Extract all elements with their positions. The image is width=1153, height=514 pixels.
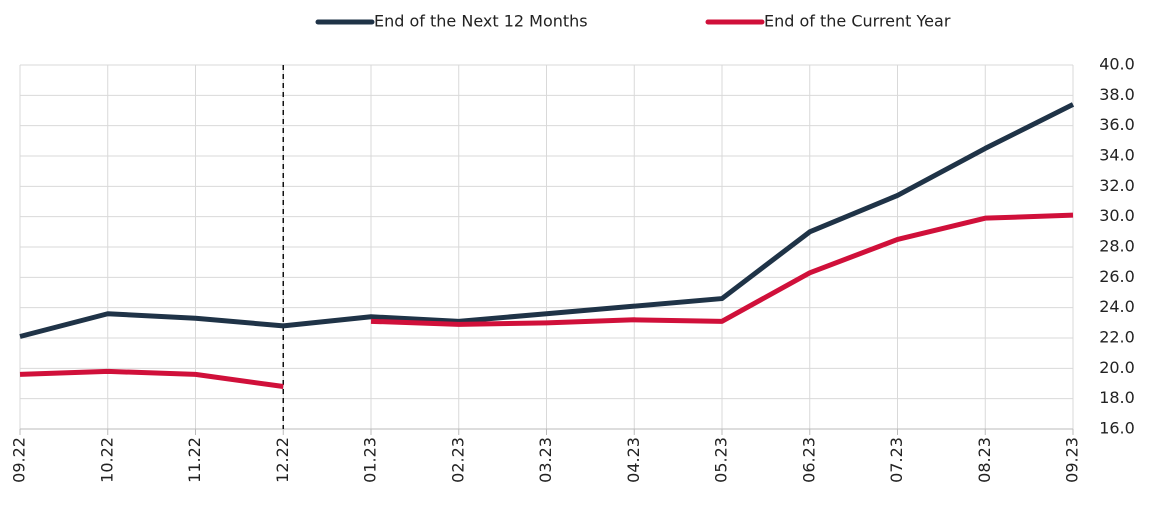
y-tick-label: 18.0 — [1099, 388, 1135, 407]
series-line — [370, 212, 1074, 327]
x-tick-label: 10.22 — [97, 437, 116, 483]
x-tick-label: 04.23 — [624, 437, 643, 483]
x-tick-label: 12.22 — [273, 437, 292, 483]
series-line — [19, 368, 284, 390]
y-tick-label: 20.0 — [1099, 358, 1135, 377]
y-tick-label: 28.0 — [1099, 237, 1135, 256]
y-tick-label: 24.0 — [1099, 297, 1135, 316]
x-tick-label: 02.23 — [448, 437, 467, 483]
series-line — [19, 102, 1075, 339]
x-tick-label: 06.23 — [799, 437, 818, 483]
x-tick-label: 09.22 — [10, 437, 29, 483]
x-tick-label: 07.23 — [887, 437, 906, 483]
y-tick-label: 32.0 — [1099, 176, 1135, 195]
y-tick-label: 38.0 — [1099, 85, 1135, 104]
x-tick-label: 08.23 — [975, 437, 994, 483]
y-tick-label: 30.0 — [1099, 206, 1135, 225]
y-tick-label: 34.0 — [1099, 146, 1135, 165]
legend-label: End of the Next 12 Months — [374, 12, 588, 31]
x-tick-label: 11.22 — [185, 437, 204, 483]
x-tick-label: 03.23 — [536, 437, 555, 483]
y-tick-label: 36.0 — [1099, 115, 1135, 134]
x-tick-label: 09.23 — [1063, 437, 1082, 483]
y-tick-label: 26.0 — [1099, 267, 1135, 286]
x-tick-label: 01.23 — [361, 437, 380, 483]
y-tick-label: 40.0 — [1099, 55, 1135, 74]
y-tick-label: 22.0 — [1099, 328, 1135, 347]
x-tick-label: 05.23 — [712, 437, 731, 483]
y-tick-label: 16.0 — [1099, 419, 1135, 438]
legend-label: End of the Current Year — [764, 12, 951, 31]
